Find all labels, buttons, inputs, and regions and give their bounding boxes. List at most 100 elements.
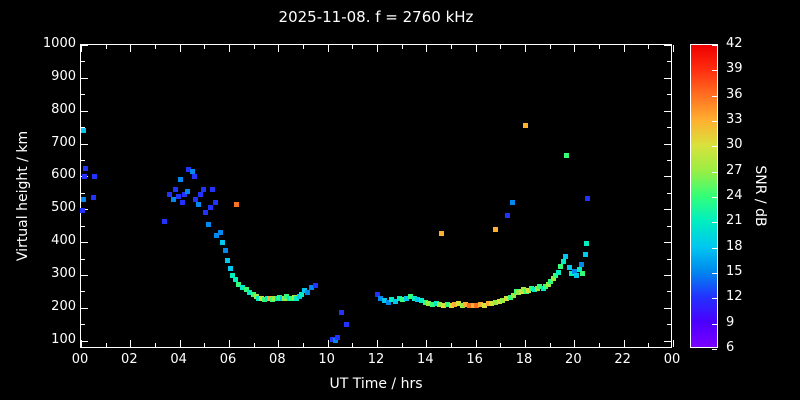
axis-tick (204, 45, 206, 49)
data-point (79, 208, 85, 214)
colorbar-tick-label: 18 (726, 238, 743, 254)
data-point (83, 165, 89, 171)
data-point (438, 231, 444, 237)
data-point (580, 270, 586, 276)
data-point (489, 300, 495, 306)
data-point (171, 196, 176, 202)
data-point (504, 296, 509, 302)
data-point (184, 188, 190, 194)
colorbar-tick-label: 24 (726, 188, 743, 203)
data-point (553, 273, 559, 279)
data-point (233, 201, 239, 207)
data-point (240, 285, 246, 291)
data-point (258, 296, 264, 302)
data-point (247, 289, 253, 295)
axis-tick (667, 291, 671, 293)
data-point (441, 302, 447, 308)
x-tick-label: 06 (219, 352, 237, 367)
x-tick-label: 18 (515, 352, 533, 367)
data-point (220, 239, 226, 245)
data-point (162, 219, 168, 225)
data-point (500, 297, 506, 303)
data-point (511, 292, 517, 298)
data-point (193, 196, 199, 202)
data-point (210, 187, 216, 193)
data-point (545, 281, 551, 287)
x-tick-label: 20 (565, 352, 582, 367)
axis-tick (712, 197, 717, 198)
data-point (492, 299, 498, 305)
data-point (459, 302, 465, 308)
y-tick-label: 500 (51, 200, 76, 216)
data-point (579, 262, 585, 268)
axis-tick (81, 340, 82, 347)
data-point (200, 187, 206, 193)
data-point (80, 196, 86, 202)
axis-tick (81, 94, 85, 96)
data-point (574, 272, 580, 278)
data-point (478, 302, 484, 308)
axis-tick (179, 340, 181, 347)
data-point (418, 298, 424, 304)
axis-tick (81, 160, 85, 162)
axis-tick (599, 343, 600, 347)
data-point (564, 152, 570, 158)
axis-tick (81, 77, 88, 79)
axis-tick (155, 343, 156, 347)
data-point (191, 173, 197, 179)
axis-tick (81, 291, 85, 293)
axis-tick (664, 176, 671, 178)
axis-tick (81, 275, 88, 277)
axis-tick (105, 343, 107, 347)
axis-tick (712, 70, 717, 72)
axis-tick (664, 110, 671, 112)
data-point (400, 296, 406, 302)
axis-tick (664, 242, 671, 244)
data-point (381, 298, 387, 304)
axis-tick (303, 343, 304, 347)
axis-tick (81, 242, 88, 244)
axis-tick (664, 307, 671, 309)
y-tick-label: 400 (51, 233, 76, 249)
data-point (576, 267, 582, 273)
axis-tick (401, 45, 403, 49)
x-tick-label: 14 (417, 352, 434, 367)
data-point (222, 247, 228, 253)
x-tick-label: 08 (269, 352, 286, 367)
data-point (82, 173, 88, 179)
x-tick-label: 16 (466, 352, 483, 367)
data-point (426, 301, 432, 307)
data-point (463, 302, 469, 308)
axis-tick (81, 45, 88, 46)
data-point (182, 192, 188, 198)
colorbar-tick-label: 33 (726, 112, 743, 127)
axis-tick (130, 340, 132, 347)
axis-tick (155, 45, 156, 49)
axis-tick (401, 343, 403, 347)
data-point (205, 221, 211, 227)
colorbar-tick-label: 42 (726, 36, 743, 51)
axis-tick (712, 171, 717, 173)
data-point (571, 268, 577, 274)
data-point (550, 275, 556, 281)
axis-tick (81, 192, 85, 194)
x-tick-label: 00 (71, 352, 89, 367)
colorbar-tick-label: 21 (726, 213, 743, 229)
axis-tick (712, 247, 717, 249)
axis-tick (426, 45, 428, 52)
data-point (430, 302, 435, 308)
axis-tick (229, 340, 230, 347)
colorbar-tick-label: 15 (726, 264, 743, 279)
axis-tick (673, 45, 674, 52)
x-tick-label: 22 (614, 352, 631, 367)
x-tick-label: 10 (318, 352, 335, 367)
data-point (81, 127, 87, 133)
chart-title: 2025-11-08. f = 2760 kHz (278, 8, 474, 26)
axis-tick (667, 94, 671, 96)
axis-tick (712, 323, 717, 325)
axis-tick (648, 45, 650, 49)
x-tick-label: 02 (121, 352, 138, 367)
data-point (385, 300, 391, 306)
y-tick-label: 300 (51, 266, 76, 282)
data-point (404, 295, 410, 301)
